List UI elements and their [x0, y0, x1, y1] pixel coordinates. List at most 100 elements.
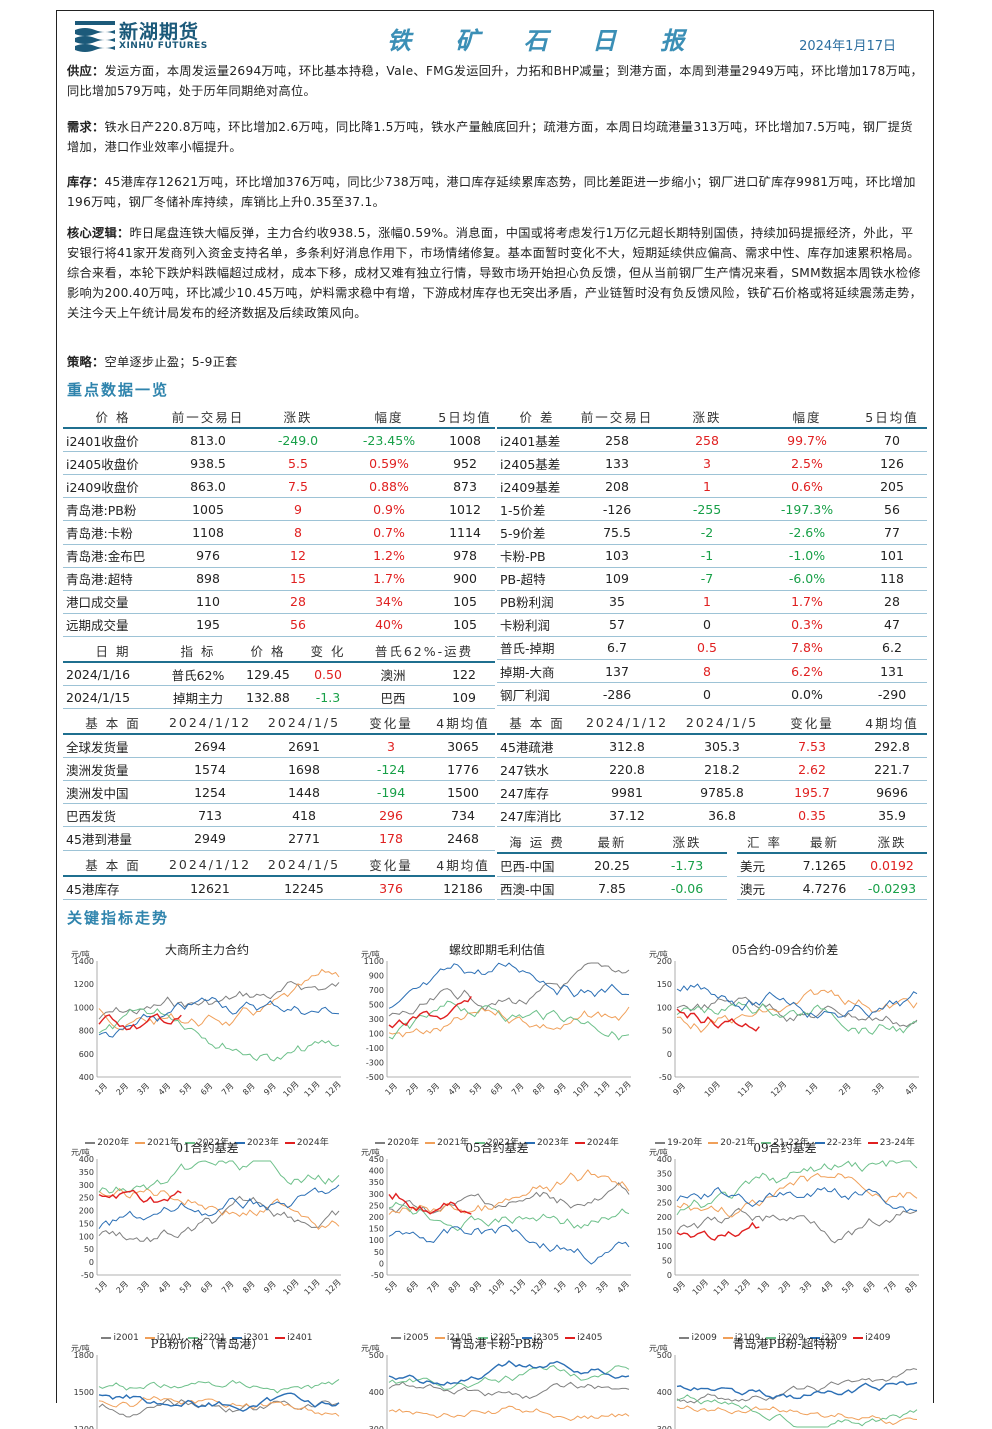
table-cell: 1776 — [431, 757, 495, 782]
series-line — [676, 1368, 918, 1404]
table-cell: 9785.8 — [677, 780, 767, 805]
y-tick-label: 100 — [369, 1236, 384, 1245]
legend-item: 2020年 — [375, 1138, 419, 1148]
table-row: 远期成交量 195 56 40% 105 — [63, 613, 495, 637]
y-tick-label: 200 — [657, 957, 672, 966]
chart-plot: 500 400 300 — [657, 1351, 918, 1429]
legend-swatch — [761, 1141, 772, 1144]
table-cell: 863.0 — [163, 474, 253, 499]
legend-label: 22-23年 — [826, 1138, 862, 1148]
chart-title: 05合约基差 — [465, 1141, 529, 1155]
x-tick-label: 8月 — [903, 1279, 919, 1295]
table-row: i2401收盘价 813.0 -249.0 -23.45% 1008 — [63, 428, 495, 453]
table-cell: -286 — [577, 682, 657, 707]
y-tick-label: -100 — [366, 1044, 384, 1053]
x-tick-label: 11月 — [736, 1080, 755, 1099]
y-tick-label: 1400 — [74, 957, 94, 966]
table-cell: 全球发货量 — [63, 734, 163, 759]
y-tick-label: -50 — [81, 1271, 94, 1280]
series-line — [388, 1000, 630, 1041]
legend-label: i2301 — [243, 1333, 270, 1343]
y-tick-label: 0 — [667, 1271, 672, 1280]
series-line — [388, 1201, 630, 1232]
table-header-cell: 变化量 — [767, 711, 857, 736]
table-cell: 12186 — [431, 876, 495, 901]
series-line — [388, 1381, 630, 1399]
y-tick-label: -50 — [659, 1073, 672, 1082]
logo-chinese: 新湖期货 — [119, 21, 200, 43]
series-line — [388, 1365, 630, 1390]
table-cell: 126 — [857, 451, 927, 476]
x-tick-label: 12月 — [614, 1080, 633, 1099]
legend-label: i2105 — [446, 1333, 473, 1343]
legend-swatch — [135, 1141, 146, 1144]
table-cell: 巴西发货 — [63, 803, 163, 828]
table-cell: 澳元 — [737, 876, 792, 901]
table-cell: 12621 — [163, 876, 257, 901]
table-header-cell: 4期均值 — [431, 853, 495, 878]
legend-label: i2109 — [734, 1333, 761, 1343]
table-cell: 296 — [351, 803, 431, 828]
series-line — [676, 1381, 918, 1400]
table-header-cell: 4期均值 — [857, 711, 927, 736]
series-line — [388, 1169, 630, 1215]
fundamentals-left-table: 基 本 面 2024/1/12 2024/1/5 变化量 4期均值 全球发货量 2694 26… — [63, 711, 495, 851]
x-tick-label: 9月 — [671, 1081, 687, 1097]
table-row: 45港库存 12621 12245 376 12186 — [63, 876, 495, 901]
table-cell: 34% — [343, 590, 435, 614]
legend-label: i2201 — [200, 1333, 226, 1343]
legend-label: 2022年 — [487, 1138, 519, 1148]
x-tick-label: 6月 — [861, 1279, 877, 1295]
table-row: 卡粉-PB 103 -1 -1.0% 101 — [497, 544, 927, 568]
table-cell: 0.7% — [343, 520, 435, 545]
series-line — [98, 1189, 182, 1203]
legend-item: i2005 — [391, 1333, 429, 1343]
stock-text: 45港库存12621万吨，环比增加376万吨，同比少738万吨，港口库存延续累库… — [67, 175, 916, 209]
spread-table: 价 差前一交易日 涨跌 幅度 5日均值 i2401基差 258 258 99.7% 70 i240… — [497, 405, 927, 707]
series-line — [388, 1224, 630, 1265]
table-cell: 普氏-掉期 — [497, 636, 577, 661]
series-line — [676, 1008, 760, 1032]
legend-swatch — [188, 1336, 199, 1339]
legend-label: i2309 — [821, 1333, 848, 1343]
port-stock-table: 基 本 面 2024/1/12 2024/1/5 变化量 4期均值 45港库存 12621 1… — [63, 853, 495, 901]
legend-label: i2305 — [533, 1333, 560, 1343]
legend-swatch — [185, 1141, 196, 1144]
x-tick-label: 5月 — [383, 1279, 399, 1295]
table-row: 掉期-大商 137 8 6.2% 131 — [497, 659, 927, 684]
table-cell: 西澳-中国 — [497, 876, 577, 901]
table-cell: 2.5% — [757, 451, 857, 476]
legend-label: i2401 — [287, 1333, 313, 1343]
y-tick-label: 200 — [657, 1213, 672, 1222]
x-tick-label: 5月 — [468, 1081, 484, 1097]
y-tick-label: 350 — [657, 1170, 672, 1179]
chart-unit: 元/吨 — [361, 950, 380, 959]
table-cell: 56 — [253, 613, 343, 637]
x-tick-label: 12月 — [529, 1278, 548, 1297]
table-cell: 133 — [577, 451, 657, 476]
table-cell: -194 — [351, 780, 431, 805]
report-page: 新湖期货 XINHU FUTURES 铁 矿 石 日 报 2024年1月17日 … — [56, 10, 934, 1429]
table-cell: 118 — [857, 567, 927, 591]
table-cell: 0.0% — [757, 682, 857, 707]
x-tick-label: 5月 — [178, 1279, 194, 1295]
y-tick-label: 50 — [662, 1257, 672, 1266]
x-tick-label: 11月 — [303, 1080, 322, 1099]
y-tick-label: 150 — [657, 1228, 672, 1237]
series-line — [98, 1396, 340, 1417]
series-line — [98, 996, 340, 1038]
series-line — [98, 1378, 340, 1394]
table-cell: 247库消比 — [497, 803, 577, 828]
x-tick-label: 1月 — [93, 1081, 109, 1097]
table-cell: -197.3% — [757, 497, 857, 522]
table-cell: 305.3 — [677, 734, 767, 759]
x-tick-label: 7月 — [220, 1081, 236, 1097]
series-line — [388, 1405, 630, 1422]
table-cell: 45港库存 — [63, 876, 163, 901]
table-cell: 钢厂利润 — [497, 682, 577, 707]
y-tick-label: 100 — [657, 1003, 672, 1012]
legend-swatch — [275, 1336, 286, 1339]
series-line — [676, 1221, 760, 1241]
chart-unit: 元/吨 — [71, 950, 90, 959]
demand-label: 需求： — [67, 120, 105, 134]
